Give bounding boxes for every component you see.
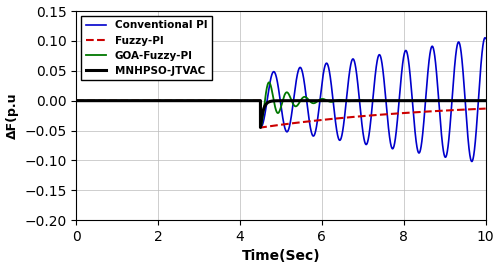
Fuzzy-PI xyxy=(274,124,280,127)
Fuzzy-PI xyxy=(75,99,81,102)
MNHPSO-JTVAC xyxy=(461,99,467,102)
GOA-Fuzzy-PI xyxy=(98,99,103,102)
GOA-Fuzzy-PI xyxy=(73,99,79,102)
GOA-Fuzzy-PI xyxy=(266,81,272,84)
MNHPSO-JTVAC xyxy=(90,99,96,102)
MNHPSO-JTVAC xyxy=(482,99,488,102)
MNHPSO-JTVAC xyxy=(98,99,103,102)
Line: Conventional PI: Conventional PI xyxy=(76,38,486,161)
Fuzzy-PI xyxy=(461,108,467,111)
Fuzzy-PI xyxy=(73,99,79,102)
Fuzzy-PI xyxy=(90,99,96,102)
GOA-Fuzzy-PI xyxy=(90,99,96,102)
Conventional PI xyxy=(274,76,280,79)
MNHPSO-JTVAC xyxy=(154,99,160,102)
GOA-Fuzzy-PI xyxy=(154,99,160,102)
Fuzzy-PI xyxy=(98,99,103,102)
Conventional PI xyxy=(90,99,96,102)
Line: Fuzzy-PI: Fuzzy-PI xyxy=(76,101,486,128)
Conventional PI xyxy=(73,99,79,102)
MNHPSO-JTVAC xyxy=(258,126,264,129)
Fuzzy-PI xyxy=(482,107,488,110)
Conventional PI xyxy=(75,99,81,102)
Line: GOA-Fuzzy-PI: GOA-Fuzzy-PI xyxy=(76,82,486,128)
GOA-Fuzzy-PI xyxy=(258,126,264,129)
Conventional PI xyxy=(461,82,467,85)
Fuzzy-PI xyxy=(258,126,264,129)
Fuzzy-PI xyxy=(154,99,160,102)
GOA-Fuzzy-PI xyxy=(75,99,81,102)
Conventional PI xyxy=(469,160,475,163)
X-axis label: Time(Sec): Time(Sec) xyxy=(242,249,320,263)
Conventional PI xyxy=(482,37,488,40)
Conventional PI xyxy=(98,99,103,102)
Y-axis label: ΔF(p.u: ΔF(p.u xyxy=(6,92,18,139)
MNHPSO-JTVAC xyxy=(73,99,79,102)
GOA-Fuzzy-PI xyxy=(461,99,467,102)
MNHPSO-JTVAC xyxy=(274,99,280,102)
Conventional PI xyxy=(482,36,488,39)
GOA-Fuzzy-PI xyxy=(482,99,488,102)
MNHPSO-JTVAC xyxy=(75,99,81,102)
Conventional PI xyxy=(154,99,160,102)
Line: MNHPSO-JTVAC: MNHPSO-JTVAC xyxy=(76,101,486,128)
GOA-Fuzzy-PI xyxy=(274,110,280,113)
Legend: Conventional PI, Fuzzy-PI, GOA-Fuzzy-PI, MNHPSO-JTVAC: Conventional PI, Fuzzy-PI, GOA-Fuzzy-PI,… xyxy=(82,16,212,80)
